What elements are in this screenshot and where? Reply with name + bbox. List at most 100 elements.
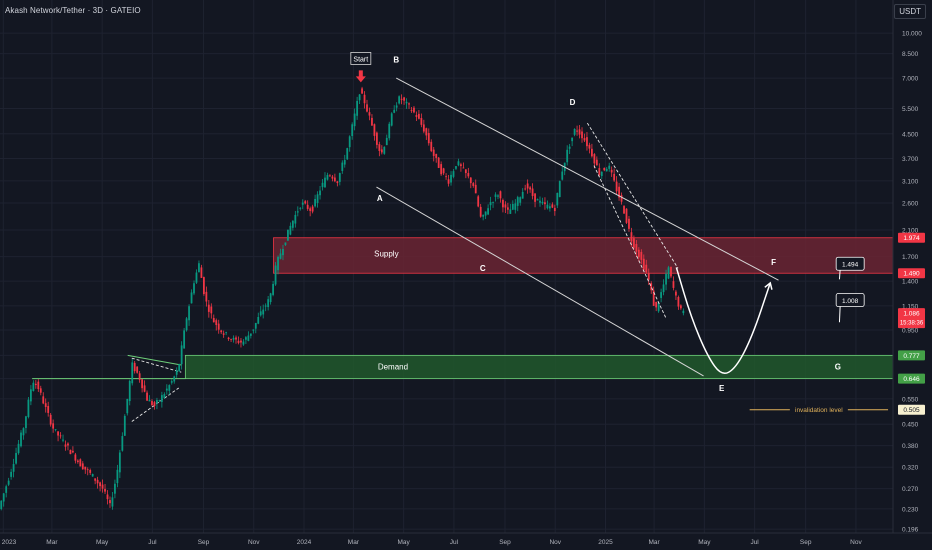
price-label-tag	[898, 373, 925, 384]
candle-body	[74, 454, 77, 461]
candle-body	[136, 366, 139, 373]
candle-body	[249, 333, 252, 336]
candle-body	[254, 322, 257, 329]
candle	[316, 191, 319, 208]
candle	[212, 314, 215, 323]
candle	[442, 167, 445, 176]
candle-body	[165, 388, 168, 391]
candle-body	[123, 415, 126, 436]
candle-body	[457, 161, 460, 166]
symbol-title[interactable]: Akash Network/Tether · 3D · GATEIO	[5, 6, 141, 15]
callout-text: 1.008	[842, 298, 859, 305]
candle-body	[672, 281, 675, 288]
candle-body	[544, 202, 546, 205]
candle	[249, 333, 252, 339]
candle-body	[430, 141, 433, 152]
candle	[534, 193, 536, 208]
candle	[200, 264, 203, 278]
time-tick-label: May	[398, 539, 411, 546]
candle-body	[462, 167, 465, 169]
candle-body	[509, 209, 512, 214]
candle	[625, 208, 628, 225]
candle-body	[200, 267, 203, 278]
candle	[207, 300, 210, 318]
candle-body	[47, 405, 50, 413]
candle	[457, 158, 460, 167]
time-tick-label: Jul	[148, 539, 157, 546]
candle	[114, 479, 116, 499]
candle-body	[665, 273, 667, 285]
candle-body	[96, 479, 99, 484]
candle-body	[62, 439, 64, 441]
candle	[72, 446, 74, 454]
candle	[521, 188, 524, 199]
candle-body	[10, 471, 13, 477]
candle-body	[516, 197, 519, 206]
candle	[27, 396, 30, 419]
candle-body	[326, 174, 329, 180]
candle-body	[245, 337, 247, 340]
candle	[506, 202, 509, 215]
candle-body	[333, 177, 336, 182]
candle-body	[464, 169, 467, 174]
candle-body	[351, 124, 354, 136]
candle	[380, 145, 383, 155]
time-tick-label: May	[96, 539, 109, 546]
candle-body	[425, 128, 428, 136]
candle-body	[163, 394, 166, 398]
candle	[430, 139, 433, 153]
candle-body	[252, 329, 255, 331]
candle	[195, 269, 198, 284]
candle	[390, 112, 393, 127]
candle	[296, 206, 299, 217]
candle-body	[422, 124, 425, 132]
candle	[205, 286, 208, 307]
candle-body	[548, 206, 551, 209]
candle-body	[652, 290, 655, 306]
candle	[160, 391, 163, 408]
candle	[264, 303, 267, 312]
candle-body	[2, 493, 5, 502]
candle	[272, 281, 274, 297]
candle	[5, 484, 8, 498]
candle	[623, 205, 625, 214]
candle-body	[469, 177, 472, 184]
candle	[546, 200, 549, 210]
candle-body	[484, 211, 487, 216]
candle	[682, 308, 685, 316]
candle	[645, 259, 648, 274]
candle-body	[489, 202, 492, 206]
price-tick-label: 0.230	[902, 506, 919, 513]
price-tick-label: 3.100	[902, 178, 919, 185]
supply-zone	[273, 237, 894, 274]
candle-body	[583, 138, 586, 141]
candle-body	[175, 370, 178, 375]
candle	[94, 478, 97, 485]
candle	[20, 430, 22, 448]
point-label: D	[570, 98, 576, 107]
candle-body	[306, 204, 309, 209]
candle-body	[232, 337, 235, 340]
candle	[591, 143, 593, 158]
candle	[670, 266, 672, 279]
candle	[277, 255, 279, 275]
candle-body	[222, 333, 225, 335]
candle	[262, 304, 265, 319]
candle	[170, 379, 173, 385]
candle	[526, 179, 529, 194]
price-tick-label: 2.100	[902, 227, 919, 234]
price-tick-label: 3.700	[902, 156, 919, 163]
candle	[175, 367, 178, 378]
candle	[536, 198, 539, 201]
candle	[489, 196, 492, 211]
candle-body	[67, 443, 69, 446]
price-tick-label: 4.500	[902, 131, 919, 138]
candle-body	[395, 105, 398, 108]
candle	[188, 304, 190, 326]
candle	[109, 496, 111, 508]
candle	[679, 304, 682, 310]
currency-button[interactable]: USDT	[894, 4, 926, 19]
candle-body	[413, 107, 415, 113]
candle-body	[27, 399, 30, 418]
